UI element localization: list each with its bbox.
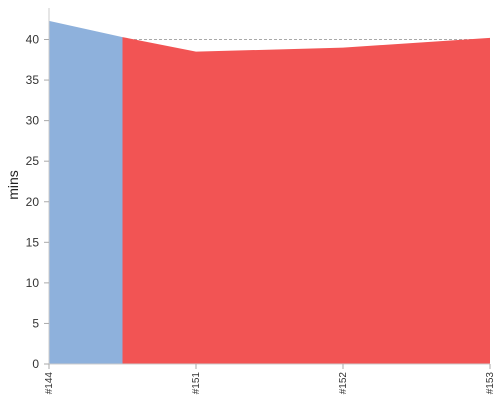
area-series-1 [122,37,490,364]
axes [48,8,490,365]
y-axis-title: mins [5,170,21,200]
x-tick-label: #153 [485,372,496,395]
y-tick-label: 0 [32,357,39,371]
area-series-0 [49,20,123,365]
y-tick-label: 40 [26,33,40,47]
y-tick-label: 15 [26,235,40,249]
area-series [49,20,490,365]
y-tick-label: 35 [26,73,40,87]
y-tick-label: 10 [26,276,40,290]
x-axis-ticks: #144 #151 #152 #153 [44,364,496,394]
y-tick-label: 5 [32,316,39,330]
y-axis-ticks: 0 5 10 15 20 25 30 35 40 [26,33,49,371]
x-tick-label: #152 [338,372,349,395]
y-tick-label: 20 [26,195,40,209]
x-tick-label: #144 [44,372,55,395]
y-tick-label: 30 [26,114,40,128]
y-tick-label: 25 [26,154,40,168]
x-tick-label: #151 [191,372,202,395]
